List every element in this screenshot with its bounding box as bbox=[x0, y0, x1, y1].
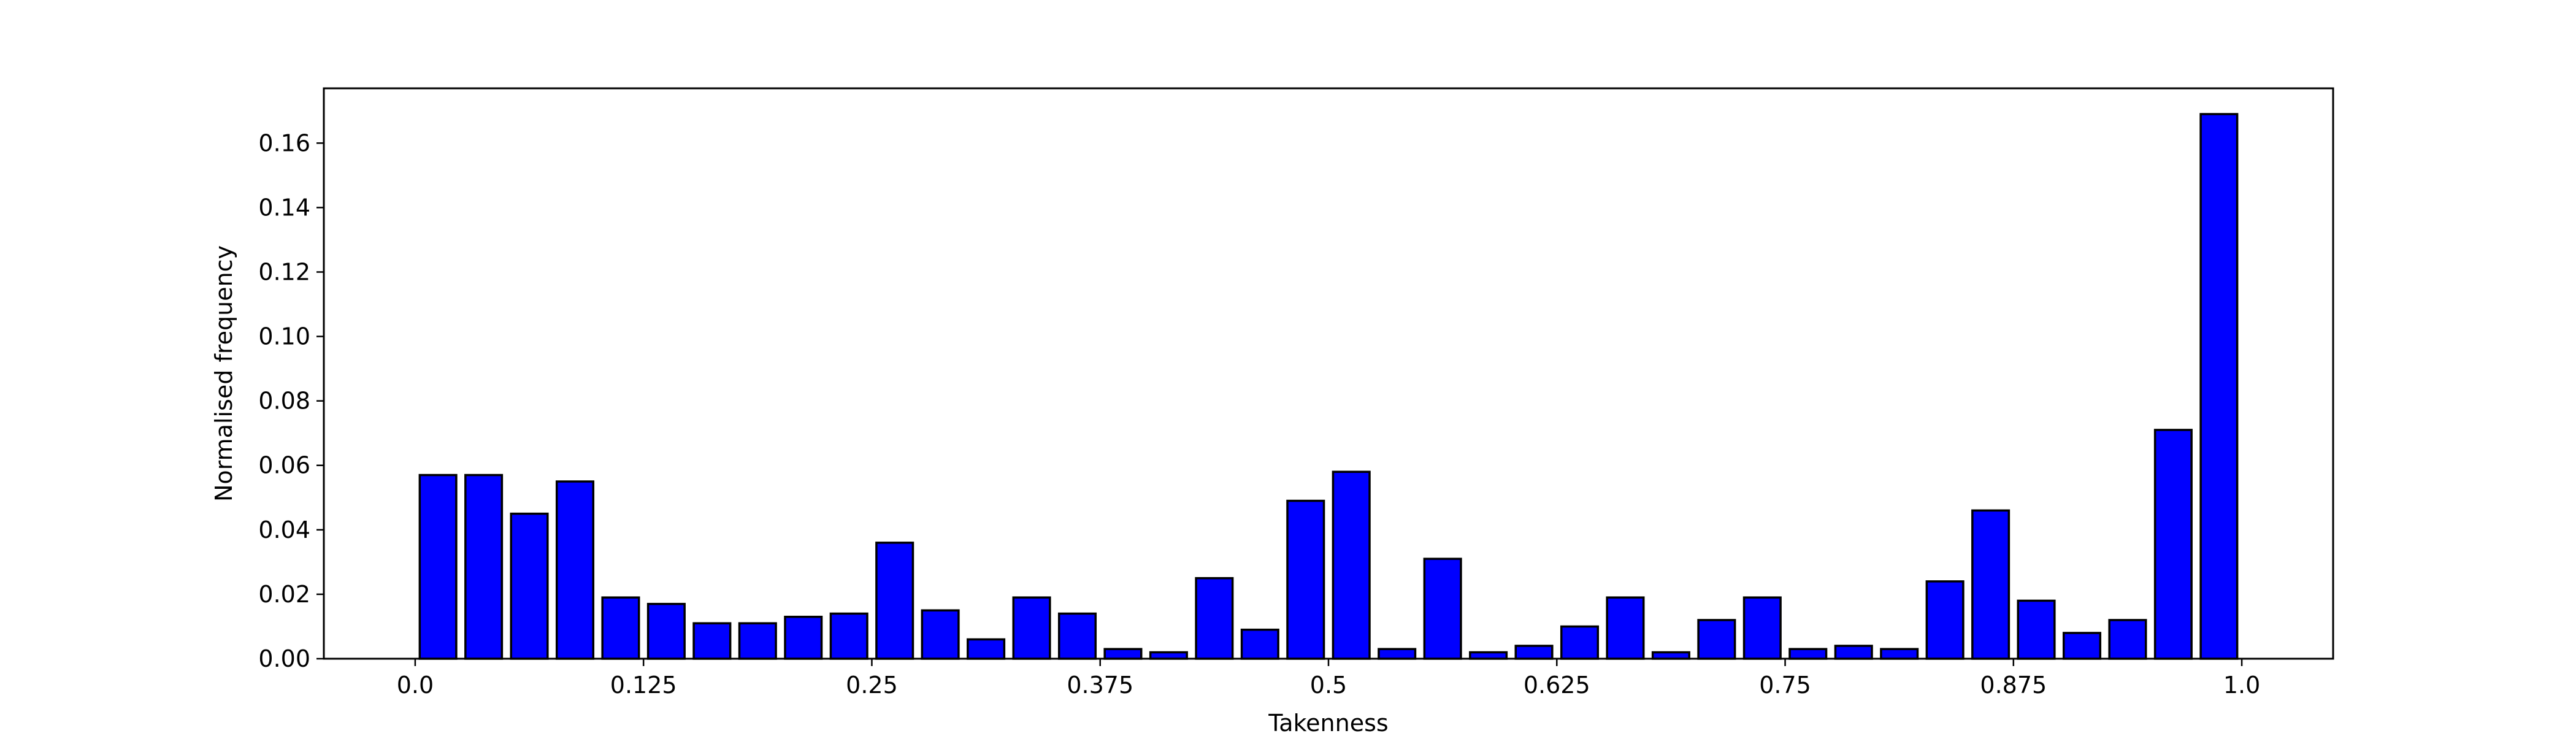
x-tick-label: 1.0 bbox=[2223, 672, 2260, 699]
bar-7 bbox=[738, 622, 777, 660]
y-tick-label: 0.16 bbox=[258, 129, 310, 156]
bar-32 bbox=[1880, 648, 1919, 660]
bar-14 bbox=[1057, 612, 1097, 660]
x-tick-label: 0.375 bbox=[1067, 672, 1133, 699]
bar-25 bbox=[1560, 625, 1600, 660]
bar-10 bbox=[875, 542, 914, 660]
bar-18 bbox=[1240, 628, 1279, 660]
bar-33 bbox=[1925, 580, 1965, 660]
x-tick-label: 0.625 bbox=[1524, 672, 1590, 699]
x-axis-ticks: 0.0 0.125 0.25 0.375 0.5 0.625 0.75 0.875 1.0 bbox=[397, 659, 2260, 699]
bar-26 bbox=[1606, 596, 1645, 660]
bar-23 bbox=[1469, 651, 1508, 660]
x-tick-label: 0.25 bbox=[846, 672, 898, 699]
x-tick-label: 0.75 bbox=[1759, 672, 1811, 699]
bar-6 bbox=[692, 622, 732, 660]
x-tick-label: 0.0 bbox=[397, 672, 434, 699]
bar-21 bbox=[1378, 648, 1417, 660]
bar-15 bbox=[1103, 648, 1143, 660]
y-tick-label: 0.00 bbox=[258, 645, 310, 672]
y-tick-label: 0.10 bbox=[258, 323, 310, 350]
bar-1 bbox=[464, 473, 504, 660]
bar-37 bbox=[2108, 619, 2147, 660]
bar-24 bbox=[1514, 645, 1554, 660]
bar-19 bbox=[1286, 499, 1325, 660]
y-tick-label: 0.08 bbox=[258, 388, 310, 415]
bar-35 bbox=[2017, 599, 2056, 660]
bar-11 bbox=[921, 609, 960, 660]
bar-0 bbox=[418, 473, 458, 660]
bar-20 bbox=[1332, 470, 1371, 660]
bar-38 bbox=[2153, 429, 2193, 660]
bar-2 bbox=[510, 512, 549, 660]
x-axis-title: Takenness bbox=[1268, 710, 1388, 736]
bar-17 bbox=[1195, 577, 1234, 660]
bar-9 bbox=[829, 612, 868, 660]
y-tick-label: 0.06 bbox=[258, 452, 310, 479]
bar-13 bbox=[1012, 596, 1051, 660]
bars-layer bbox=[418, 113, 2239, 660]
x-tick-label: 0.125 bbox=[610, 672, 677, 699]
bar-27 bbox=[1651, 651, 1690, 660]
bar-5 bbox=[646, 602, 686, 660]
bar-39 bbox=[2199, 113, 2239, 660]
y-axis-title: Normalised frequency bbox=[210, 245, 237, 502]
bar-3 bbox=[555, 480, 595, 660]
y-tick-label: 0.02 bbox=[258, 581, 310, 608]
bar-22 bbox=[1423, 558, 1462, 660]
bar-31 bbox=[1834, 645, 1873, 660]
bar-30 bbox=[1788, 648, 1828, 660]
y-tick-label: 0.04 bbox=[258, 516, 310, 543]
x-tick-label: 0.875 bbox=[1980, 672, 2047, 699]
bar-4 bbox=[601, 596, 640, 660]
bar-16 bbox=[1149, 651, 1188, 660]
bar-8 bbox=[784, 615, 823, 660]
x-tick-label: 0.5 bbox=[1310, 672, 1347, 699]
y-tick-label: 0.14 bbox=[258, 194, 310, 221]
bar-28 bbox=[1697, 619, 1736, 660]
y-axis-ticks: 0.00 0.02 0.04 0.06 0.08 0.10 0.12 0.14 0.16 bbox=[258, 129, 324, 672]
y-tick-label: 0.12 bbox=[258, 258, 310, 285]
bar-29 bbox=[1742, 596, 1782, 660]
bar-36 bbox=[2062, 632, 2102, 660]
bar-34 bbox=[1971, 509, 2011, 660]
bar-12 bbox=[967, 638, 1006, 660]
plot-frame bbox=[323, 87, 2334, 660]
